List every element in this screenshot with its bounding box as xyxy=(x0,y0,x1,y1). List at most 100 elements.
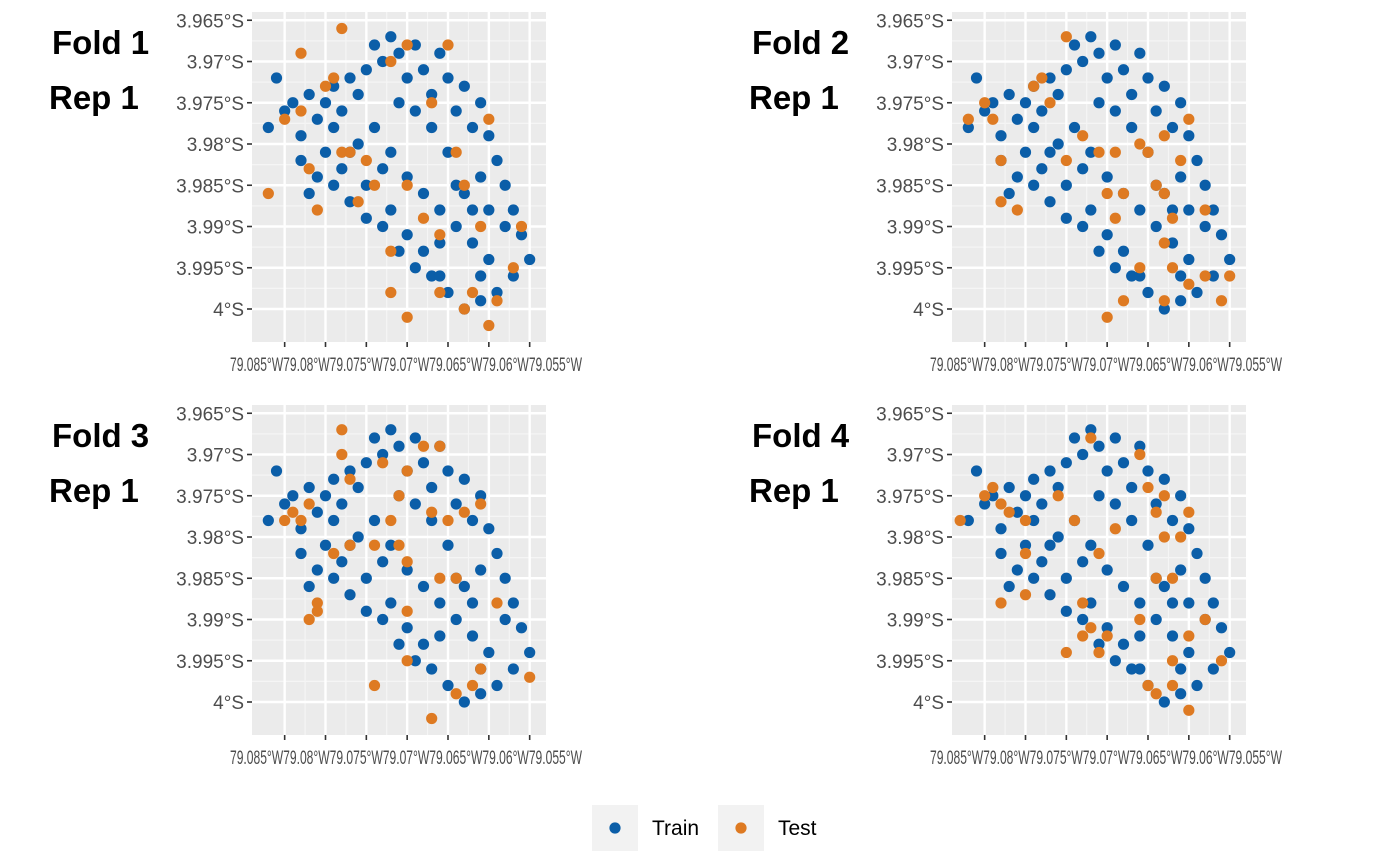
train-point xyxy=(466,597,479,609)
y-tick-label: 3.99°S xyxy=(887,218,944,239)
test-point xyxy=(311,605,323,617)
panel-title-fold: Fold 1 xyxy=(52,24,149,61)
y-tick-label: 3.995°S xyxy=(876,652,944,673)
train-point xyxy=(1134,630,1146,642)
train-point xyxy=(426,270,438,282)
train-point xyxy=(1085,424,1097,436)
test-point xyxy=(1093,146,1105,158)
train-point xyxy=(434,597,446,609)
train-point xyxy=(1134,47,1146,59)
train-point xyxy=(442,146,454,158)
test-point xyxy=(336,146,348,158)
train-point xyxy=(303,580,315,593)
train-point xyxy=(328,473,340,485)
y-tick-label: 3.98°S xyxy=(887,528,944,549)
train-point xyxy=(270,72,283,84)
train-point xyxy=(491,154,503,167)
train-point xyxy=(499,572,511,584)
train-point xyxy=(1077,220,1089,233)
train-point xyxy=(1158,80,1170,92)
train-point xyxy=(507,270,519,282)
train-point xyxy=(1011,171,1023,183)
train-point xyxy=(303,481,315,494)
train-point xyxy=(434,630,446,642)
train-point xyxy=(1191,286,1203,299)
train-point xyxy=(450,613,462,626)
test-point xyxy=(426,97,438,109)
test-point xyxy=(1215,295,1228,307)
train-point xyxy=(393,440,405,452)
train-point xyxy=(377,613,389,626)
train-point xyxy=(450,105,462,117)
test-point xyxy=(295,47,307,59)
train-point xyxy=(1019,97,1032,109)
train-point xyxy=(475,490,487,502)
train-point xyxy=(1044,589,1056,601)
test-point xyxy=(401,465,413,477)
train-point xyxy=(1085,539,1097,551)
train-point xyxy=(1052,531,1064,543)
test-point xyxy=(442,514,454,527)
facet-panel-3: 3.965°S 3.97°S 3.975°S 3.98°S 3.985°S 3.99°S 3… xyxy=(49,404,582,769)
train-point xyxy=(1085,204,1097,216)
test-point xyxy=(401,605,413,617)
test-point xyxy=(1134,613,1146,626)
test-point xyxy=(1003,506,1015,518)
train-point xyxy=(328,80,340,92)
train-point xyxy=(279,498,291,510)
train-point xyxy=(1175,97,1187,109)
train-point xyxy=(417,64,430,76)
test-point xyxy=(1175,531,1187,543)
train-point xyxy=(1085,597,1097,609)
test-point xyxy=(1199,270,1211,282)
train-point xyxy=(409,39,421,51)
panel-title-rep: Rep 1 xyxy=(749,472,839,509)
train-point xyxy=(962,514,974,527)
train-point xyxy=(1134,663,1146,675)
train-point xyxy=(1093,490,1105,502)
train-point xyxy=(491,679,503,692)
train-point xyxy=(295,154,307,167)
test-point xyxy=(1085,432,1097,444)
train-point xyxy=(1085,146,1097,158)
test-point xyxy=(311,597,323,609)
train-point xyxy=(352,531,364,543)
train-point xyxy=(385,31,397,43)
test-point xyxy=(328,72,340,84)
y-tick-label: 3.995°S xyxy=(176,259,244,280)
train-point xyxy=(1126,88,1138,101)
train-point xyxy=(458,80,470,92)
train-point xyxy=(1101,465,1113,477)
test-point xyxy=(458,179,470,191)
panel-title-rep: Rep 1 xyxy=(749,79,839,116)
test-point xyxy=(466,286,479,299)
test-point xyxy=(1036,72,1048,84)
test-point xyxy=(262,187,274,200)
train-point xyxy=(1183,130,1195,142)
train-point xyxy=(417,638,430,650)
test-point xyxy=(1158,531,1170,543)
train-point xyxy=(352,481,364,494)
test-point xyxy=(287,506,299,518)
train-point xyxy=(1028,572,1040,584)
test-point xyxy=(417,212,430,224)
y-tick-label: 3.965°S xyxy=(176,11,244,32)
train-point xyxy=(368,39,381,51)
train-point xyxy=(1109,105,1121,117)
train-point xyxy=(1044,465,1056,477)
test-point xyxy=(962,113,974,125)
train-point xyxy=(1085,31,1097,43)
train-point xyxy=(1044,539,1056,551)
train-point xyxy=(1060,212,1072,224)
train-point xyxy=(336,498,348,510)
train-point xyxy=(360,457,372,469)
train-point xyxy=(417,187,430,200)
test-point xyxy=(458,303,470,315)
test-point xyxy=(515,220,528,233)
train-point xyxy=(434,270,446,282)
train-point xyxy=(987,97,999,109)
train-point xyxy=(328,514,340,527)
train-point xyxy=(1011,506,1023,518)
train-point xyxy=(1117,580,1130,593)
legend-key-point-test xyxy=(735,822,747,834)
